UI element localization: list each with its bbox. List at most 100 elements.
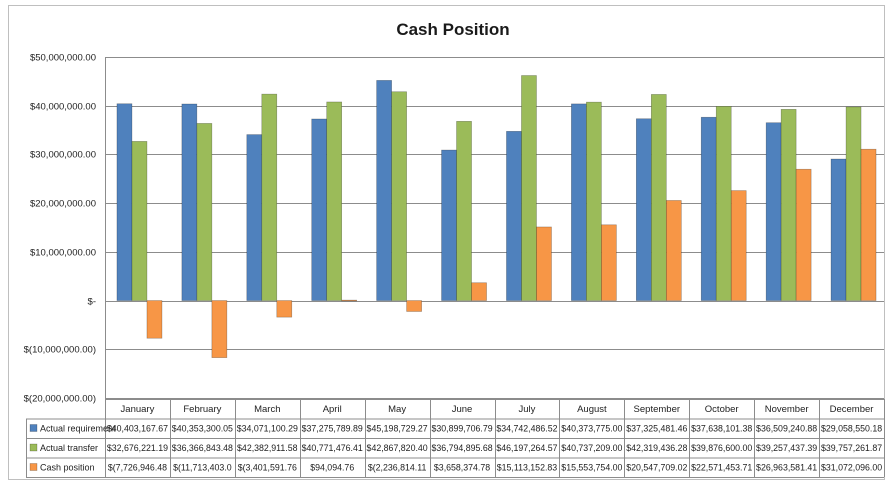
- bar-actual-transfer: [586, 101, 602, 301]
- legend-swatch: [29, 463, 38, 471]
- data-table: January February March April May June July Augu…: [26, 399, 885, 478]
- y-tick-label: $-: [88, 297, 96, 308]
- y-tick-label: $(10,000,000.00): [24, 345, 96, 356]
- x-tick-label: December: [830, 404, 874, 415]
- legend-swatch: [29, 443, 38, 452]
- bar-cash-position: [341, 299, 358, 302]
- bar-actual-requirement: [506, 131, 522, 301]
- bar-cash-position: [536, 226, 552, 301]
- legend-label: Actual requirement: [40, 424, 116, 434]
- legend-swatch: [29, 424, 38, 432]
- data-label: $39,257,437.39: [756, 443, 817, 453]
- data-label: $20,547,709.02: [626, 463, 687, 473]
- data-label: $39,876,600.00: [691, 443, 752, 453]
- bar-actual-requirement: [441, 149, 457, 301]
- y-tick-label: $50,000,000.00: [30, 53, 96, 64]
- y-tick-label: $10,000,000.00: [30, 248, 96, 259]
- x-tick-label: February: [183, 404, 221, 415]
- bar-actual-transfer: [391, 91, 407, 301]
- x-tick-label: October: [705, 404, 739, 415]
- y-tick-label: $(20,000,000.00): [24, 394, 96, 405]
- x-tick-label: August: [577, 404, 607, 415]
- data-label: $37,325,481.46: [626, 424, 687, 434]
- data-label: $15,113,152.83: [497, 463, 558, 473]
- bar-actual-transfer: [650, 94, 667, 301]
- y-tick-label: $40,000,000.00: [30, 102, 96, 113]
- bar-cash-position: [665, 200, 682, 301]
- data-label: $94,094.76: [310, 463, 354, 473]
- data-label: $39,757,261.87: [821, 443, 882, 453]
- data-label: $34,742,486.52: [496, 424, 557, 434]
- bar-actual-transfer: [521, 75, 537, 301]
- bar-actual-requirement: [181, 103, 198, 301]
- bar-actual-transfer: [131, 141, 148, 301]
- y-axis: $50,000,000.00 $40,000,000.00 $30,000,000.…: [24, 53, 106, 405]
- data-label: $36,794,895.68: [431, 443, 492, 453]
- bar-actual-requirement: [571, 103, 587, 301]
- bar-cash-position: [471, 282, 487, 301]
- bar-actual-requirement: [765, 122, 782, 301]
- data-label: $46,197,264.57: [496, 443, 557, 453]
- bar-actual-requirement: [116, 103, 133, 301]
- y-tick-label: $30,000,000.00: [30, 150, 96, 161]
- data-label: $42,867,820.40: [367, 443, 428, 453]
- bar-actual-transfer: [456, 121, 472, 301]
- x-tick-label: June: [452, 404, 473, 415]
- chart-title: Cash Position: [396, 20, 509, 39]
- data-label: $22,571,453.71: [691, 463, 752, 473]
- bar-cash-position: [795, 168, 812, 301]
- bar-cash-position: [860, 148, 877, 301]
- data-label: $34,071,100.29: [237, 424, 298, 434]
- data-label: $42,382,911.58: [237, 443, 298, 453]
- gridlines: [105, 57, 884, 399]
- data-label: $45,198,729.27: [367, 424, 428, 434]
- data-label: $3,658,374.78: [434, 463, 490, 473]
- bars: [116, 75, 877, 358]
- data-label: $32,676,221.19: [107, 443, 168, 453]
- bar-actual-transfer: [780, 109, 797, 301]
- data-label: $36,509,240.88: [756, 424, 817, 434]
- legend-label: Actual transfer: [40, 443, 98, 453]
- bar-actual-transfer: [261, 93, 278, 301]
- data-label: $29,058,550.18: [821, 424, 882, 434]
- bar-cash-position: [211, 300, 228, 358]
- x-tick-label: March: [254, 404, 280, 415]
- bar-actual-requirement: [830, 158, 847, 301]
- data-label: $40,373,775.00: [561, 424, 622, 434]
- data-label: $26,963,581.41: [756, 463, 817, 473]
- data-label: $40,771,476.41: [302, 443, 363, 453]
- x-tick-label: May: [388, 404, 406, 415]
- data-label: $(11,713,403.0: [173, 463, 232, 473]
- data-label: $40,403,167.67: [107, 424, 168, 434]
- bar-actual-transfer: [715, 106, 732, 301]
- x-tick-label: January: [121, 404, 155, 415]
- x-tick-label: September: [634, 404, 680, 415]
- y-tick-label: $20,000,000.00: [30, 199, 96, 210]
- bar-actual-requirement: [311, 118, 328, 301]
- bar-cash-position: [730, 190, 747, 301]
- bar-cash-position: [276, 300, 293, 318]
- bar-cash-position: [406, 300, 422, 312]
- bar-actual-requirement: [246, 134, 263, 301]
- x-tick-label: November: [765, 404, 809, 415]
- bar-actual-transfer: [845, 106, 862, 301]
- data-label: $(7,726,946.48: [108, 463, 167, 473]
- data-label: $40,737,209.00: [561, 443, 622, 453]
- bar-actual-requirement: [376, 80, 392, 301]
- data-label: $40,353,300.05: [172, 424, 233, 434]
- x-tick-label: April: [323, 404, 342, 415]
- bar-actual-transfer: [326, 101, 343, 301]
- bar-cash-position: [601, 224, 617, 301]
- data-label: $(2,236,814.11: [368, 463, 427, 473]
- data-label: $30,899,706.79: [431, 424, 492, 434]
- data-label: $31,072,096.00: [821, 463, 882, 473]
- data-label: $42,319,436.28: [626, 443, 687, 453]
- bar-actual-requirement: [635, 118, 652, 301]
- data-label: $37,638,101.38: [691, 424, 752, 434]
- legend-label: Cash position: [40, 463, 95, 473]
- data-label: $36,366,843.48: [172, 443, 233, 453]
- bar-actual-transfer: [196, 123, 213, 301]
- data-label: $37,275,789.89: [302, 424, 363, 434]
- bar-cash-position: [146, 300, 163, 339]
